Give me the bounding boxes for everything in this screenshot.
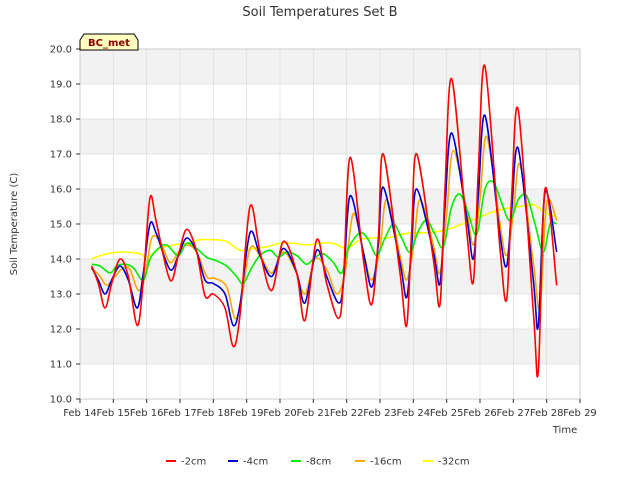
x-tick-label: Feb 28: [530, 408, 564, 419]
x-tick-label: Feb 15: [97, 408, 131, 419]
y-axis-ticks: 10.0 11.0 12.0 13.0 14.0 15.0 16.0 17.0 18.0 19.0…: [50, 45, 80, 406]
x-tick-label: Feb 21: [297, 408, 331, 419]
y-tick-label: 12.0: [50, 325, 72, 336]
x-axis-ticks: Feb 14 Feb 15 Feb 16 Feb 17 Feb 18 Feb 19 Feb …: [63, 399, 597, 419]
y-tick-label: 15.0: [50, 220, 72, 231]
x-tick-label: Feb 24: [397, 408, 431, 419]
series-line-neg2cm: [90, 64, 558, 378]
legend-label: -4cm: [243, 457, 268, 468]
x-axis-label: Time: [552, 425, 577, 436]
y-tick-label: 11.0: [50, 360, 72, 371]
band: [80, 329, 580, 364]
band: [80, 119, 580, 154]
series-lines: [90, 64, 558, 378]
y-tick-label: 13.0: [50, 290, 72, 301]
series-line-neg8cm: [91, 180, 557, 285]
x-tick-label: Feb 26: [463, 408, 497, 419]
x-tick-label: Feb 25: [430, 408, 464, 419]
x-tick-label: Feb 18: [197, 408, 231, 419]
legend-label: -2cm: [181, 457, 206, 468]
x-tick-label: Feb 16: [130, 408, 164, 419]
y-tick-label: 17.0: [50, 150, 72, 161]
x-tick-label: Feb 27: [497, 408, 531, 419]
legend-label: -16cm: [370, 457, 402, 468]
x-tick-label: Feb 23: [363, 408, 397, 419]
legend-label: -8cm: [306, 457, 331, 468]
y-tick-label: 18.0: [50, 115, 72, 126]
chart-title: Soil Temperatures Set B: [242, 5, 397, 20]
site-label-box: BC_met: [79, 33, 139, 51]
band: [80, 49, 580, 84]
x-tick-label: Feb 20: [263, 408, 297, 419]
x-tick-label: Feb 29: [563, 408, 597, 419]
y-tick-label: 19.0: [50, 80, 72, 91]
x-tick-label: Feb 22: [330, 408, 364, 419]
site-label: BC_met: [88, 38, 130, 49]
legend: -2cm -4cm -8cm -16cm -32cm: [166, 457, 470, 468]
x-tick-label: Feb 17: [163, 408, 197, 419]
x-tick-label: Feb 19: [230, 408, 264, 419]
legend-label: -32cm: [438, 457, 470, 468]
y-tick-label: 10.0: [50, 395, 72, 406]
x-tick-label: Feb 14: [63, 408, 97, 419]
y-tick-label: 14.0: [50, 255, 72, 266]
y-axis-label: Soil Temperature (C): [9, 173, 20, 276]
y-tick-label: 16.0: [50, 185, 72, 196]
y-tick-label: 20.0: [50, 45, 72, 56]
